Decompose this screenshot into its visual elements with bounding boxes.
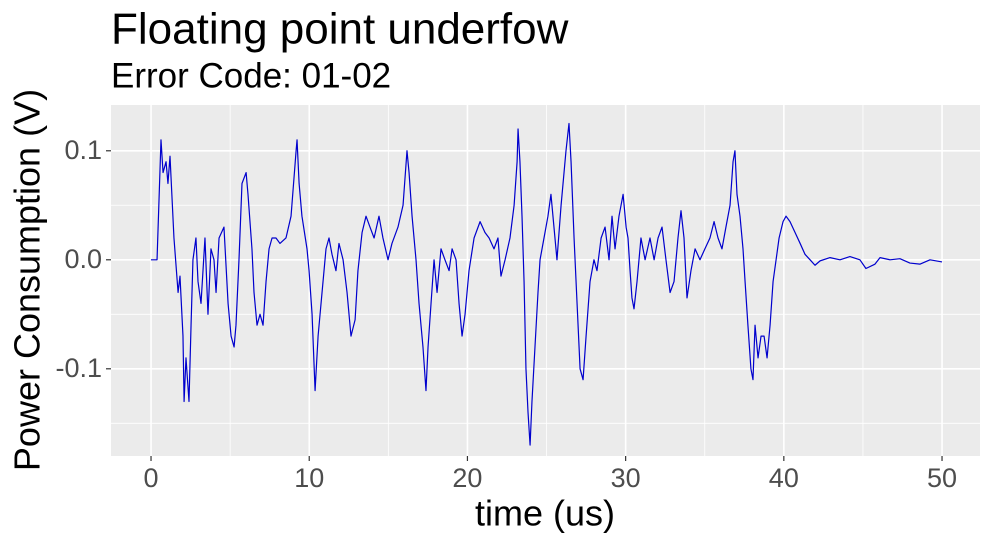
data-line [151,122,943,446]
x-tick-label: 10 [294,463,324,493]
x-tick-label: 40 [769,463,799,493]
x-tick-label: 0 [144,463,159,493]
x-tick-label: 30 [611,463,641,493]
y-tick-label: -0.1 [55,353,102,383]
y-axis-title: Power Consumption (V) [7,89,48,471]
chart-subtitle: Error Code: 01-02 [111,56,391,95]
grid [111,105,980,456]
panel [111,105,980,456]
chart-title: Floating point underfow [111,5,569,54]
x-axis-title: time (us) [475,493,615,534]
y-tick-label: 0.0 [64,244,102,274]
x-tick-label: 50 [927,463,957,493]
y-tick-label: 0.1 [64,135,102,165]
x-tick-label: 20 [452,463,482,493]
